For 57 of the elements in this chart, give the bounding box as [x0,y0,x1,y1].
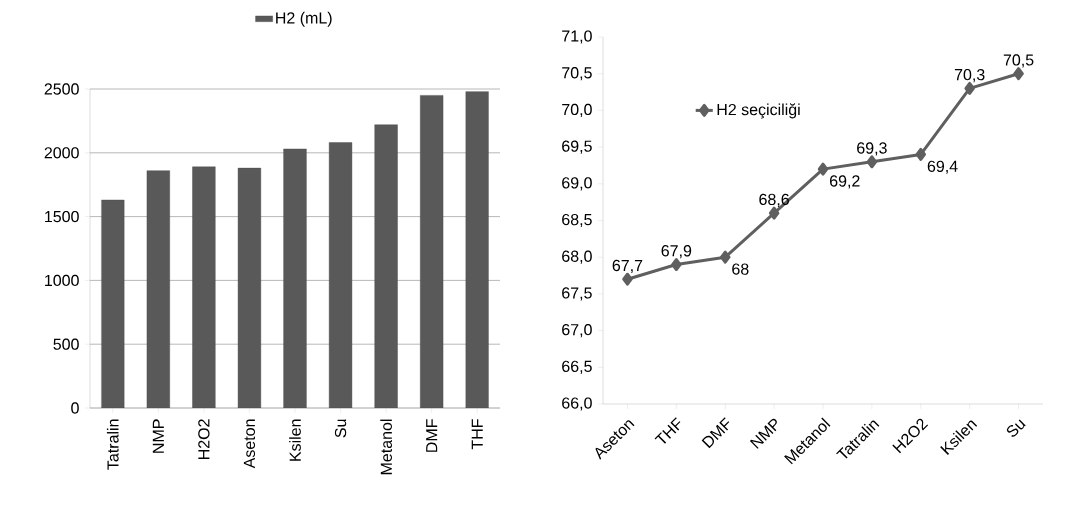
y-tick-label: 71,0 [562,30,592,44]
point [1013,67,1024,81]
data-label: 68 [732,263,749,275]
data-label: 69,2 [830,175,860,189]
point [622,272,633,286]
y-tick-label: 70,5 [562,67,592,81]
y-tick-label: 1000 [45,274,79,287]
x-tick-label: Metanol [380,419,392,475]
y-tick-label: 67,5 [562,287,592,301]
bar [192,166,216,408]
data-label: 69,4 [927,160,958,174]
x-tick-label: Aseton [243,419,256,469]
data-label: 70,3 [954,68,985,83]
y-tick-label: 66,5 [562,360,592,374]
bar [146,170,170,408]
x-tick-label: Su [334,419,347,438]
x-tick-label: Su [1006,419,1026,437]
bar [374,124,398,408]
data-label: 70,5 [1003,54,1034,68]
data-label: 68,6 [759,193,789,207]
point [671,258,682,272]
x-tick-label: H2O2 [198,419,210,460]
y-tick-label: 2000 [44,147,79,159]
y-tick-label: 500 [53,338,79,350]
bar [283,148,307,408]
legend-label: H2 seçiciliği [717,103,800,119]
x-tick-label: NMP [152,419,164,453]
y-tick-label: 67,0 [562,323,592,338]
x-tick-label: Tatralin [106,419,119,470]
y-tick-label: 70,0 [562,103,592,117]
x-tick-label: DMF [426,419,438,452]
point [915,147,927,161]
point [768,206,780,220]
y-tick-label: 69,0 [562,177,592,191]
y-tick-label: 1500 [45,210,79,223]
point [817,162,829,176]
y-tick-label: 2500 [44,83,79,95]
data-label: 69,3 [857,142,887,156]
y-tick-label: 0 [71,402,79,414]
data-label: 67,7 [612,259,643,274]
y-tick-label: 66,0 [562,397,592,411]
bar [101,199,125,408]
point [866,155,878,169]
y-tick-label: 69,5 [562,140,592,154]
bar [465,91,489,408]
point [719,250,731,264]
x-tick-label: Ksilen [289,419,301,461]
bar [328,142,353,408]
x-tick-label: THF [654,417,681,444]
bar [237,167,262,408]
x-tick-label: THF [471,419,483,450]
data-label: 67,9 [661,245,692,259]
legend-label: H2 (mL) [276,11,332,27]
point [964,81,975,95]
y-tick-label: 68,0 [562,250,592,264]
y-tick-label: 68,5 [562,213,592,228]
bar [420,95,444,408]
